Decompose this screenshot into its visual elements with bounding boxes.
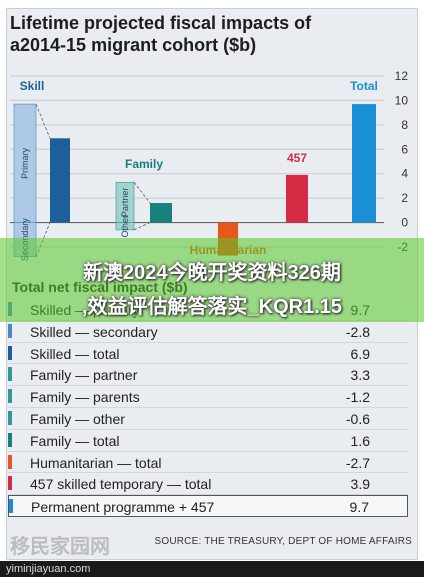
- row-value: -2.7: [345, 454, 370, 471]
- promo-overlay: 新澳2024今晚开奖资料326期 ,效益评估解答落实_KQR1.15: [0, 238, 424, 322]
- y-tick-label: 8: [401, 118, 408, 132]
- row-value: -1.2: [345, 389, 370, 406]
- row-label: Family — other: [30, 410, 125, 427]
- bar-other: [115, 222, 135, 231]
- connector-line: [35, 103, 51, 139]
- y-tick-label: 12: [395, 69, 409, 83]
- group-label: Skill: [20, 79, 45, 93]
- bar-inner-label: Partner: [120, 188, 130, 218]
- row-value: 6.9: [350, 345, 370, 362]
- overlay-line-2: ,效益评估解答落实_KQR1.15: [81, 296, 343, 318]
- table-row: Family — total 1.6: [8, 430, 408, 452]
- source-note: SOURCE: THE TREASURY, DEPT OF HOME AFFAI…: [154, 536, 412, 547]
- y-tick-label: 6: [401, 142, 408, 156]
- row-label: Family — parents: [30, 389, 140, 406]
- bar-457: [286, 174, 308, 223]
- group-label: 457: [287, 151, 307, 165]
- table-row: Skilled — total 6.9: [8, 343, 408, 365]
- bar-inner-label: Primary: [20, 147, 30, 178]
- connector-line: [133, 222, 151, 231]
- bar-total: [352, 104, 376, 223]
- bar-chart: 121086420-2PrimarySecondarySkillPartnerO…: [10, 69, 409, 261]
- table-row: Permanent programme + 457 9.7: [8, 495, 408, 517]
- y-tick-label: 4: [401, 167, 408, 181]
- overlay-line-1: 新澳2024今晚开奖资料326期: [83, 262, 341, 284]
- fiscal-table: Total net fiscal impact ($b)Skilled — pr…: [8, 277, 408, 517]
- row-color-marker: [8, 454, 12, 469]
- row-value: -2.8: [345, 323, 370, 340]
- watermark-brand: 移民家园网: [10, 534, 110, 558]
- table-row: Family — parents -1.2: [8, 386, 408, 408]
- row-value: -0.6: [345, 410, 370, 427]
- row-label: Skilled — secondary: [30, 323, 158, 340]
- bar-inner-label: Other: [120, 215, 130, 238]
- table-row: Humanitarian — total -2.7: [8, 452, 408, 474]
- watermark-url: yiminjiayuan.com: [0, 561, 424, 577]
- row-label: 457 skilled temporary — total: [30, 476, 212, 493]
- row-color-marker: [8, 410, 12, 425]
- row-color-marker: [8, 367, 12, 382]
- row-color-marker: [8, 432, 12, 447]
- bar-skilled-total: [50, 138, 70, 223]
- y-tick-label: 10: [395, 93, 409, 107]
- y-tick-label: 2: [401, 191, 408, 205]
- y-tick-label: 0: [401, 216, 408, 230]
- row-label: Permanent programme + 457: [31, 499, 215, 516]
- row-label: Humanitarian — total: [30, 454, 162, 471]
- row-value: 3.9: [350, 476, 370, 493]
- bar-family-total: [150, 203, 172, 223]
- chart-title: Lifetime projected fiscal impacts of a20…: [10, 12, 390, 56]
- title-line-2: a2014-15 migrant cohort ($b): [10, 35, 257, 55]
- row-label: Skilled — total: [30, 345, 120, 362]
- title-line-1: Lifetime projected fiscal impacts of: [10, 13, 312, 33]
- row-label: Family — partner: [30, 367, 138, 384]
- row-color-marker: [8, 389, 12, 404]
- table-row: Family — partner 3.3: [8, 364, 408, 387]
- group-label: Total: [350, 79, 378, 93]
- connector-line: [133, 182, 151, 204]
- row-value: 9.7: [349, 499, 369, 516]
- row-color-marker: [8, 476, 12, 491]
- row-color-marker: [9, 499, 13, 514]
- table-row: Family — other -0.6: [8, 408, 408, 430]
- row-label: Family — total: [30, 432, 120, 449]
- row-color-marker: [8, 323, 12, 338]
- table-row: 457 skilled temporary — total 3.9: [8, 473, 408, 496]
- group-label: Family: [125, 157, 163, 171]
- table-row: Skilled — secondary -2.8: [8, 321, 408, 343]
- row-color-marker: [8, 345, 12, 360]
- row-value: 3.3: [350, 367, 370, 384]
- row-value: 1.6: [350, 432, 370, 449]
